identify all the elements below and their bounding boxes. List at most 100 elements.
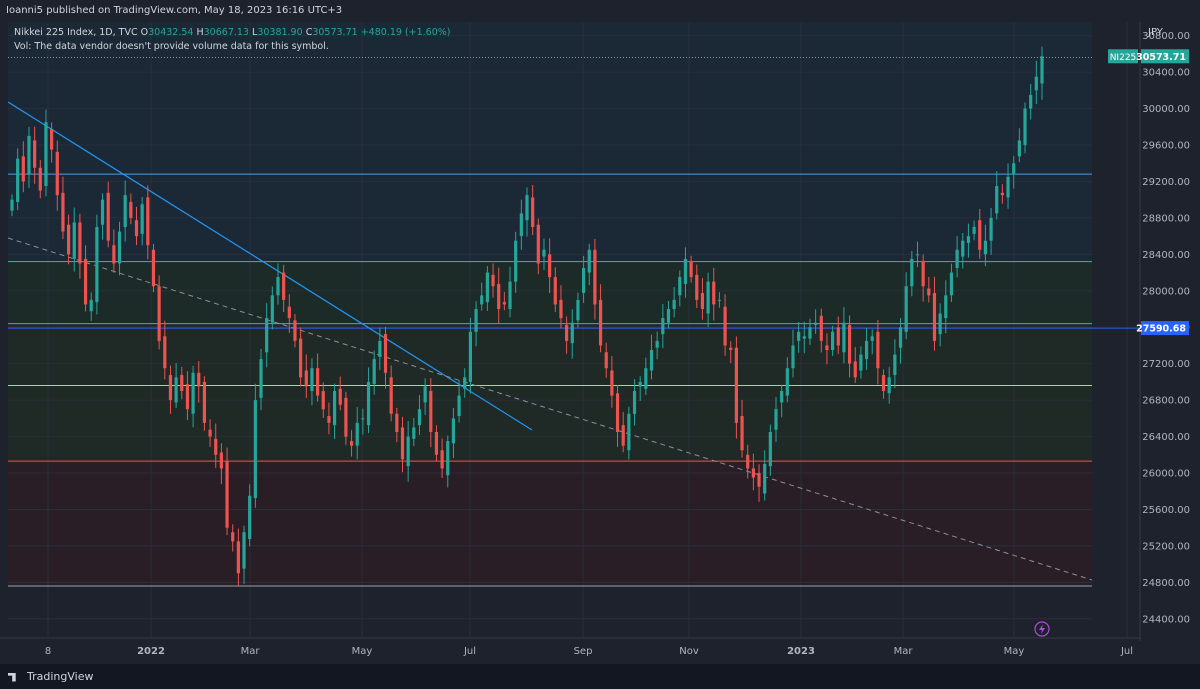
candle-body [219,452,223,469]
candle [491,263,495,298]
candle [372,350,376,395]
candle [21,141,25,193]
candle-body [831,331,835,350]
candle [123,180,127,242]
candle [938,303,942,347]
time-tick-label: Jul [463,646,476,657]
candle [112,229,116,273]
candle-body [95,227,99,303]
price-tick-label: 28000.00 [1142,286,1190,297]
candle-body [751,468,755,478]
candle-body [1006,176,1010,198]
price-tick-label: 28400.00 [1142,250,1190,261]
candle [842,307,846,364]
footer-bar [0,664,1200,689]
candle-body [814,322,818,325]
candle [344,391,348,445]
candle [83,245,88,312]
candle [598,284,603,353]
candle-body [525,195,529,221]
price-tick-label: 30000.00 [1142,104,1190,115]
candle [853,347,857,383]
candle-body [785,368,789,396]
candle-body [780,391,784,403]
candle-body [480,295,484,305]
candle [989,207,993,255]
candle-body [299,338,303,378]
candle [531,184,535,236]
candle-body [666,309,671,323]
symbol-tag-background [1108,49,1138,64]
candle-body [293,320,297,341]
candle-body [242,532,246,569]
candle [910,250,914,297]
time-tick-label: 8 [45,646,51,657]
candle [100,193,105,240]
candle-body [287,306,291,319]
candle-body [191,372,195,414]
candle [355,407,359,460]
price-tick-label: 25200.00 [1142,541,1190,552]
candle [327,402,331,435]
candle [180,366,184,400]
candle-body [163,336,167,369]
price-tick-label: 28800.00 [1142,213,1190,224]
candle [881,369,886,399]
candle [1000,184,1004,204]
candle [683,247,688,298]
candle [214,423,218,468]
candle-body [1012,163,1016,175]
ohlc-legend: Nikkei 225 Index, 1D, TVC O30432.54 H306… [14,27,450,38]
candle-body [921,261,925,287]
candle-body [887,377,891,394]
time-tick-label: 2022 [137,646,165,657]
candle-body [349,441,354,446]
candle [695,264,699,308]
candle [961,233,965,269]
candle-body [966,236,971,243]
price-chart[interactable]: 24400.00 24800.00 25200.00 25600.00 26000.00… [0,0,1200,664]
candle [672,287,676,318]
tradingview-brand[interactable]: TradingView [8,670,93,683]
candle-body [729,347,733,350]
candle [508,266,512,318]
candle-body [44,122,48,186]
candle [768,424,772,476]
candle [559,285,563,329]
candle-body [202,381,207,423]
candle [282,264,286,312]
candle [248,484,252,547]
candle-body [265,318,269,353]
candle-body [236,541,240,574]
candle-body [548,254,552,278]
candle [525,187,529,237]
trendline-dashed [7,237,1093,581]
candle-body [123,195,127,227]
candle [361,408,365,435]
candle [163,320,167,380]
candle-body [531,197,535,227]
candle-body [395,413,399,432]
candle [898,318,903,364]
candle-body [225,461,229,528]
candle-body [259,359,263,398]
time-tick-label: Mar [894,646,914,657]
candle [265,303,269,368]
candle-body [185,384,190,410]
candle-body [672,299,676,309]
candle [859,346,863,379]
candle-body [140,204,144,234]
candle-body [1023,108,1027,145]
price-tag: NI225 30573.71 [1108,49,1189,64]
candle-body [859,354,863,371]
candle-body [842,322,846,353]
zone-bottom [8,461,1092,586]
candle-body [893,354,897,376]
candle [819,308,823,353]
candle [293,314,297,348]
time-tick-label: 2023 [787,646,815,657]
candle [932,276,937,351]
candle [576,292,580,328]
candle-body [638,381,642,387]
candle-body [649,350,654,371]
